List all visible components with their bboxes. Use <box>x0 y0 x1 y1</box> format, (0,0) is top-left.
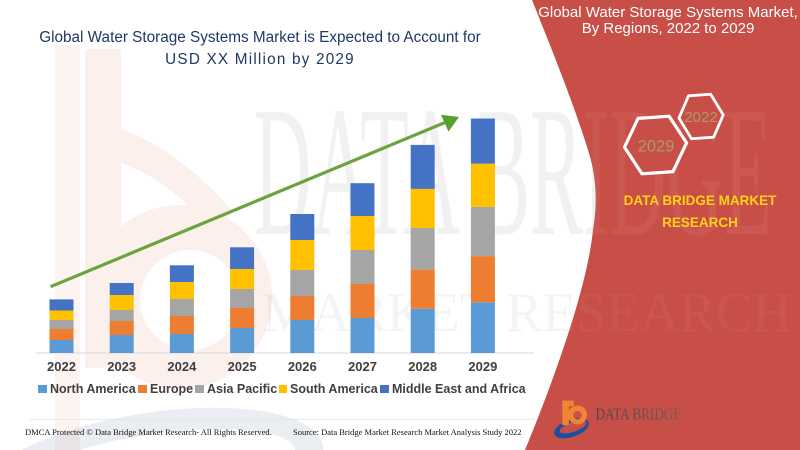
svg-text:MARKET RESEARCH: MARKET RESEARCH <box>596 425 679 432</box>
svg-text:2029: 2029 <box>638 138 675 156</box>
svg-text:2022: 2022 <box>684 109 717 126</box>
svg-text:DATA BRIDGE: DATA BRIDGE <box>596 405 682 424</box>
